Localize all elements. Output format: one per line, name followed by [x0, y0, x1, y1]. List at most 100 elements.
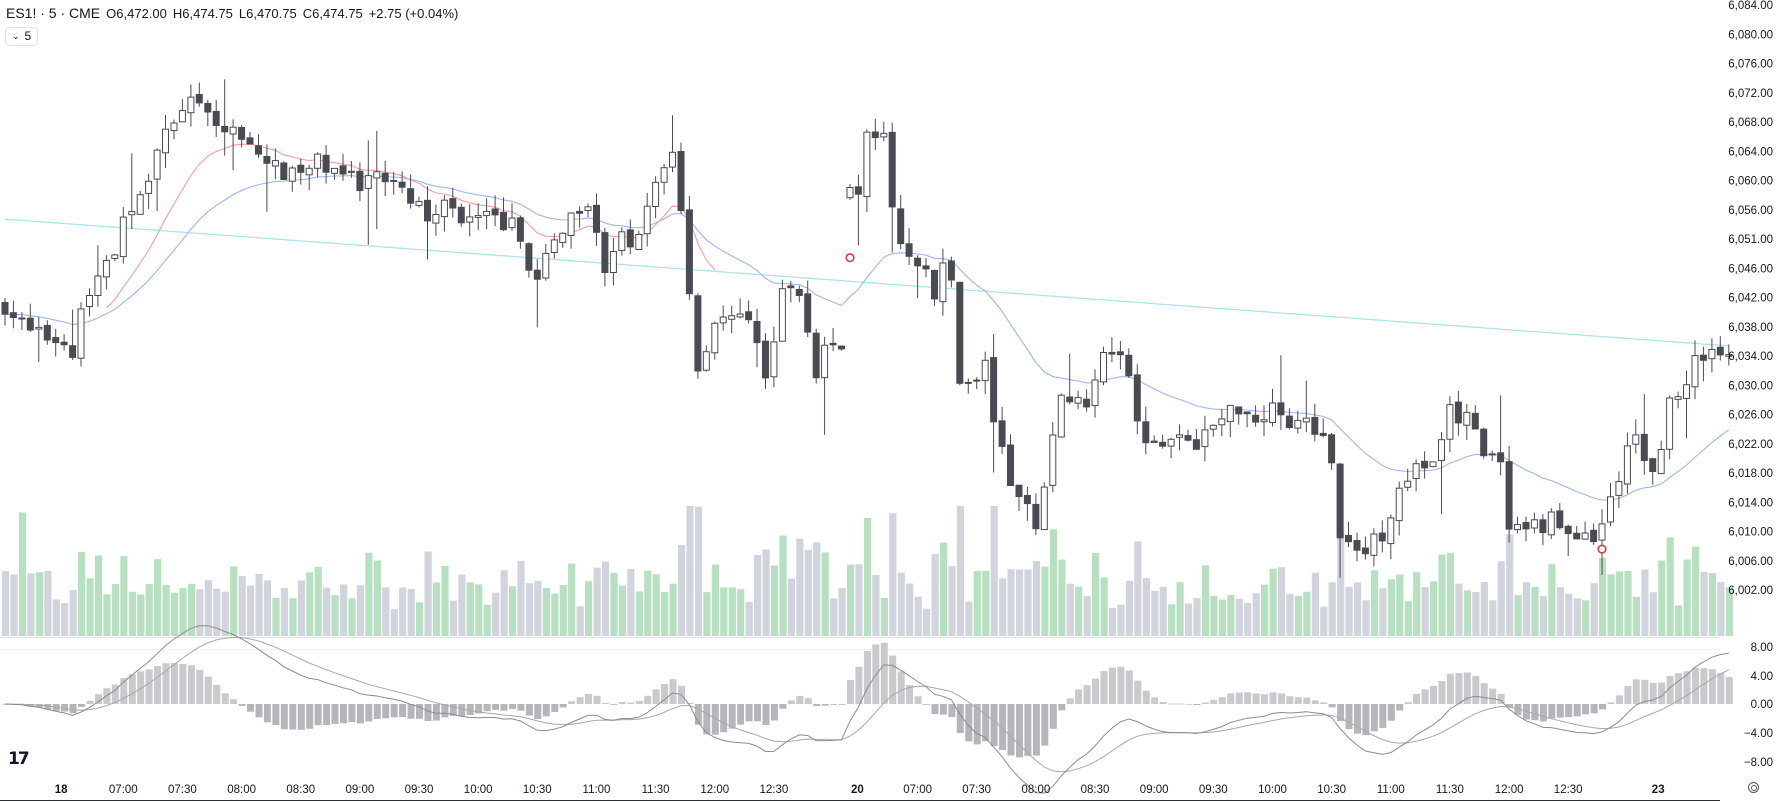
- candle-body: [854, 186, 862, 195]
- candle-body: [356, 170, 364, 192]
- candle-body: [331, 167, 338, 174]
- volume-bar: [289, 598, 297, 636]
- volume-bar: [1506, 534, 1514, 636]
- macd-histogram-bar: [1582, 704, 1590, 715]
- candle-body: [1260, 419, 1268, 423]
- macd-histogram-bar: [1294, 697, 1302, 704]
- volume-bar: [86, 578, 94, 636]
- volume-bar: [1514, 595, 1522, 636]
- candle-body: [373, 171, 381, 179]
- volume-bar: [720, 587, 728, 637]
- candle-body: [947, 260, 955, 281]
- candle-body: [1336, 463, 1344, 539]
- macd-histogram-bar: [1210, 699, 1218, 704]
- macd-histogram-bar: [1632, 679, 1640, 704]
- price-tick-label: 6,026.00: [1728, 410, 1773, 422]
- candle-body: [1049, 434, 1057, 486]
- indicator-toggle-button[interactable]: ⌄ 5: [5, 27, 39, 46]
- time-tick-label: 08:00: [227, 784, 256, 796]
- volume-bar: [1117, 604, 1125, 636]
- volume-bar: [939, 542, 948, 636]
- candle-body: [728, 315, 736, 320]
- candle-body: [990, 357, 998, 423]
- macd-histogram-bar: [323, 704, 331, 726]
- volume-bar: [1658, 560, 1666, 636]
- volume-bar: [1362, 600, 1370, 636]
- macd-histogram-bar: [931, 704, 939, 714]
- macd-histogram-bar: [737, 704, 745, 725]
- candle-body: [533, 269, 541, 280]
- candle-body: [1505, 461, 1513, 530]
- volume-bar: [796, 538, 804, 636]
- macd-histogram-bar: [306, 704, 314, 729]
- volume-bar: [1354, 582, 1362, 636]
- volume-bar: [1531, 586, 1539, 636]
- signal-markers: [845, 253, 1607, 554]
- time-tick-label: 11:30: [642, 784, 670, 796]
- gear-icon[interactable]: [1748, 782, 1759, 793]
- macd-line: [4, 625, 1729, 794]
- macd-histogram-bar: [44, 704, 52, 710]
- candle-body: [111, 254, 119, 259]
- candle-body: [1023, 495, 1031, 505]
- volume-bar: [1404, 600, 1412, 636]
- macd-histogram-bar: [618, 701, 626, 704]
- macd-histogram-bar: [1590, 704, 1598, 714]
- candle-body: [576, 210, 584, 214]
- volume-bar: [1328, 582, 1336, 636]
- ma-slow-line: [4, 218, 1729, 347]
- candle-body: [1412, 463, 1420, 480]
- volume-bar: [906, 583, 914, 636]
- candle-body: [922, 265, 930, 270]
- candle-body: [178, 110, 186, 123]
- candle-body: [1446, 404, 1454, 440]
- candle-body: [297, 164, 305, 173]
- macd-histogram-bar: [973, 704, 981, 745]
- candle-body: [1345, 534, 1352, 543]
- macd-histogram-bar: [483, 704, 491, 712]
- candle-body: [1598, 523, 1606, 541]
- candle-body: [1209, 424, 1217, 430]
- volume-bar: [1016, 569, 1024, 636]
- candle-body: [694, 295, 702, 372]
- candle-body: [440, 199, 448, 218]
- macd-histogram-bar: [1024, 704, 1032, 757]
- volume-bar: [263, 580, 272, 636]
- macd-histogram-bar: [1506, 704, 1514, 708]
- candle-body: [711, 322, 719, 354]
- volume-bar: [1430, 581, 1438, 636]
- candle-body: [1243, 411, 1251, 415]
- volume-bar: [1092, 553, 1100, 636]
- candle-body: [246, 137, 254, 145]
- macd-histogram-bar: [1717, 672, 1725, 704]
- price-tick-label: 6,034.00: [1728, 351, 1773, 363]
- macd-histogram-bar: [644, 695, 652, 704]
- volume-bar: [635, 591, 643, 636]
- macd-histogram-bar: [272, 704, 280, 725]
- volume-bar: [1337, 530, 1345, 636]
- macd-histogram-bar: [1337, 704, 1345, 721]
- candle-body: [778, 288, 786, 342]
- volume-bar: [1497, 561, 1505, 636]
- time-tick-label: 11:00: [1377, 784, 1405, 796]
- candle-body: [745, 311, 753, 321]
- time-tick-label: 07:00: [109, 784, 138, 796]
- candle-body: [1116, 351, 1124, 356]
- tradingview-logo-icon[interactable]: 17: [8, 749, 30, 769]
- macd-signal-line: [4, 636, 1730, 773]
- macd-histogram-bar: [1354, 704, 1361, 734]
- volume-bar: [889, 513, 897, 636]
- volume-bar: [171, 592, 179, 636]
- volume-bar: [407, 589, 415, 636]
- time-tick-label: 10:30: [523, 784, 552, 796]
- candle-body: [939, 262, 947, 303]
- symbol-label[interactable]: ES1! · 5 · CME: [6, 5, 101, 21]
- volume-bar: [255, 573, 263, 636]
- time-tick-label: 08:30: [1081, 784, 1110, 796]
- candle-body: [43, 324, 51, 341]
- volume-bar: [593, 567, 601, 636]
- candle-body: [238, 127, 246, 140]
- volume-bar: [863, 518, 872, 636]
- time-tick-label: 09:00: [346, 784, 375, 796]
